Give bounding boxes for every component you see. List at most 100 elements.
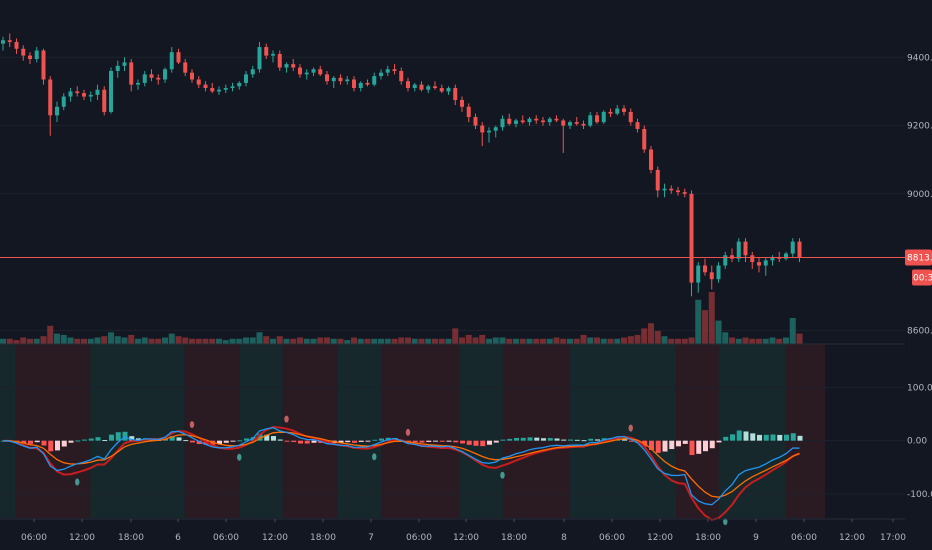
candle[interactable] [102, 86, 107, 116]
candle[interactable] [466, 103, 471, 123]
candle[interactable] [345, 76, 350, 85]
candlestick-series[interactable] [1, 33, 802, 297]
candle[interactable] [28, 52, 32, 65]
candle[interactable] [325, 70, 329, 85]
candle[interactable] [460, 96, 464, 112]
macd-axis[interactable]: 100.00 0.00 -100.00 [907, 383, 932, 500]
candle[interactable] [676, 187, 680, 196]
candle[interactable] [588, 111, 593, 128]
candle[interactable] [257, 41, 262, 73]
candle[interactable] [284, 62, 289, 73]
candle[interactable] [419, 81, 424, 92]
candle[interactable] [507, 113, 512, 126]
candle[interactable] [392, 64, 397, 75]
candle[interactable] [271, 50, 275, 63]
candle[interactable] [34, 47, 39, 63]
candle[interactable] [210, 82, 215, 94]
candle[interactable] [250, 65, 255, 78]
candle[interactable] [709, 265, 714, 290]
candle[interactable] [169, 47, 174, 73]
candle[interactable] [163, 67, 167, 83]
candle[interactable] [352, 76, 356, 92]
candle[interactable] [68, 88, 73, 102]
candle[interactable] [446, 86, 451, 95]
candle[interactable] [48, 76, 53, 136]
candle[interactable] [196, 76, 201, 89]
candle[interactable] [797, 238, 802, 263]
candle[interactable] [41, 48, 46, 85]
candle[interactable] [736, 238, 741, 263]
candle[interactable] [176, 48, 181, 65]
candle[interactable] [669, 185, 674, 194]
candle[interactable] [601, 110, 606, 124]
candle[interactable] [595, 111, 599, 124]
candle[interactable] [622, 105, 626, 116]
candle[interactable] [723, 251, 728, 269]
candle[interactable] [757, 256, 761, 273]
candle[interactable] [541, 117, 545, 126]
candle[interactable] [784, 251, 788, 261]
candle[interactable] [547, 117, 552, 126]
candle[interactable] [574, 117, 579, 126]
candle[interactable] [520, 115, 525, 124]
candle[interactable] [534, 115, 539, 124]
candle[interactable] [75, 86, 80, 97]
candle[interactable] [55, 101, 59, 123]
candle[interactable] [487, 127, 491, 143]
candle[interactable] [642, 125, 647, 153]
candle[interactable] [61, 93, 66, 111]
candle[interactable] [696, 262, 701, 293]
candle[interactable] [244, 70, 248, 87]
candle[interactable] [385, 65, 390, 77]
candle[interactable] [615, 105, 620, 116]
candle[interactable] [716, 262, 721, 283]
candle[interactable] [129, 59, 134, 92]
candle[interactable] [649, 146, 653, 174]
candle[interactable] [527, 117, 532, 126]
candle[interactable] [453, 84, 458, 106]
candle[interactable] [581, 120, 586, 129]
candle[interactable] [608, 108, 613, 118]
candle[interactable] [662, 183, 667, 198]
candle[interactable] [412, 82, 417, 92]
candle[interactable] [473, 113, 478, 129]
candle[interactable] [682, 188, 687, 198]
candle[interactable] [372, 72, 377, 87]
candle[interactable] [635, 118, 640, 133]
candle[interactable] [750, 251, 755, 269]
time-axis[interactable]: 06:00 12:00 18:00 6 06:00 12:00 18:00 7 06:00 12:… [0, 518, 906, 543]
candle[interactable] [338, 74, 343, 85]
candle[interactable] [399, 67, 404, 85]
candle[interactable] [122, 57, 127, 71]
candle[interactable] [203, 81, 208, 92]
candle[interactable] [331, 76, 336, 89]
candle[interactable] [88, 91, 93, 102]
candle[interactable] [149, 69, 154, 82]
candle[interactable] [298, 64, 302, 78]
candle[interactable] [142, 70, 147, 87]
candle[interactable] [291, 59, 296, 71]
candle[interactable] [689, 190, 694, 297]
candle[interactable] [318, 65, 323, 77]
candle[interactable] [493, 125, 498, 138]
candle[interactable] [655, 166, 660, 198]
candle[interactable] [183, 59, 188, 77]
candle[interactable] [770, 255, 775, 266]
candle[interactable] [237, 81, 242, 90]
candle[interactable] [277, 50, 282, 71]
candle[interactable] [703, 258, 707, 276]
candle[interactable] [743, 238, 748, 263]
candle[interactable] [379, 69, 383, 80]
candle[interactable] [156, 74, 161, 85]
candle[interactable] [514, 118, 518, 128]
candle[interactable] [136, 79, 140, 90]
candle[interactable] [426, 84, 431, 94]
candle[interactable] [190, 69, 194, 83]
candle[interactable] [95, 84, 100, 100]
candle[interactable] [264, 43, 269, 60]
candle[interactable] [311, 67, 316, 77]
candle[interactable] [7, 33, 12, 48]
candle[interactable] [500, 115, 505, 131]
candle[interactable] [763, 256, 768, 276]
